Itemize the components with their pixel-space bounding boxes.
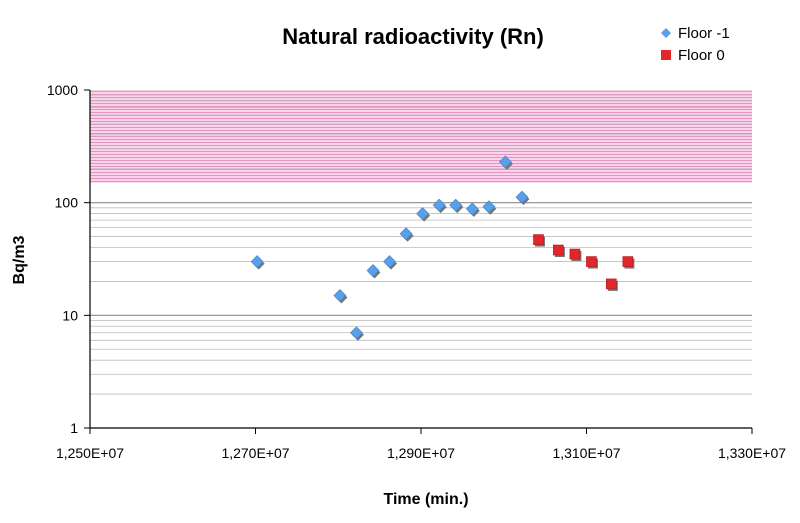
highlight-band <box>90 90 752 183</box>
x-tick-label: 1,270E+07 <box>221 445 289 461</box>
data-point <box>416 207 430 221</box>
legend-label: Floor -1 <box>678 25 730 42</box>
data-point <box>366 264 380 277</box>
data-point <box>250 255 264 269</box>
data-point <box>465 202 479 216</box>
data-point <box>515 190 529 204</box>
data-point <box>586 256 597 267</box>
data-point <box>333 289 347 302</box>
y-tick-label: 1 <box>70 420 78 436</box>
highlight-band-layer <box>90 90 752 183</box>
data-point <box>350 326 363 340</box>
series-1 <box>250 155 530 341</box>
data-point <box>622 256 634 267</box>
data-point <box>482 200 496 214</box>
data-point <box>553 244 564 256</box>
data-point <box>449 198 463 212</box>
data-point <box>569 248 581 260</box>
data-point <box>533 234 544 245</box>
chart-title: Natural radioactivity (Rn) <box>282 24 544 49</box>
legend: Floor -1 Floor 0 <box>661 25 730 64</box>
series-2 <box>533 234 635 291</box>
x-tick-label: 1,290E+07 <box>387 445 455 461</box>
data-point <box>432 198 446 212</box>
data-point <box>383 255 396 269</box>
x-tick-label: 1,330E+07 <box>718 445 786 461</box>
points-layer <box>250 155 635 341</box>
data-point <box>399 227 413 241</box>
y-tick-label: 1000 <box>47 82 78 98</box>
grid-layer <box>90 94 752 395</box>
legend-marker-square <box>661 50 671 60</box>
y-tick-label: 10 <box>62 307 78 323</box>
x-axis-title: Time (min.) <box>383 491 468 508</box>
data-point <box>606 278 617 290</box>
x-tick-label: 1,310E+07 <box>552 445 620 461</box>
legend-marker-diamond <box>661 28 671 38</box>
x-tick-label: 1,250E+07 <box>56 445 124 461</box>
y-axis-title: Bq/m3 <box>11 235 28 284</box>
legend-label: Floor 0 <box>678 47 725 64</box>
data-point <box>498 155 512 169</box>
axis-layer: 1 10 100 1000 1,250E+07 1,270E+07 1,290E+07 1,3… <box>47 82 786 461</box>
y-tick-label: 100 <box>55 195 79 211</box>
